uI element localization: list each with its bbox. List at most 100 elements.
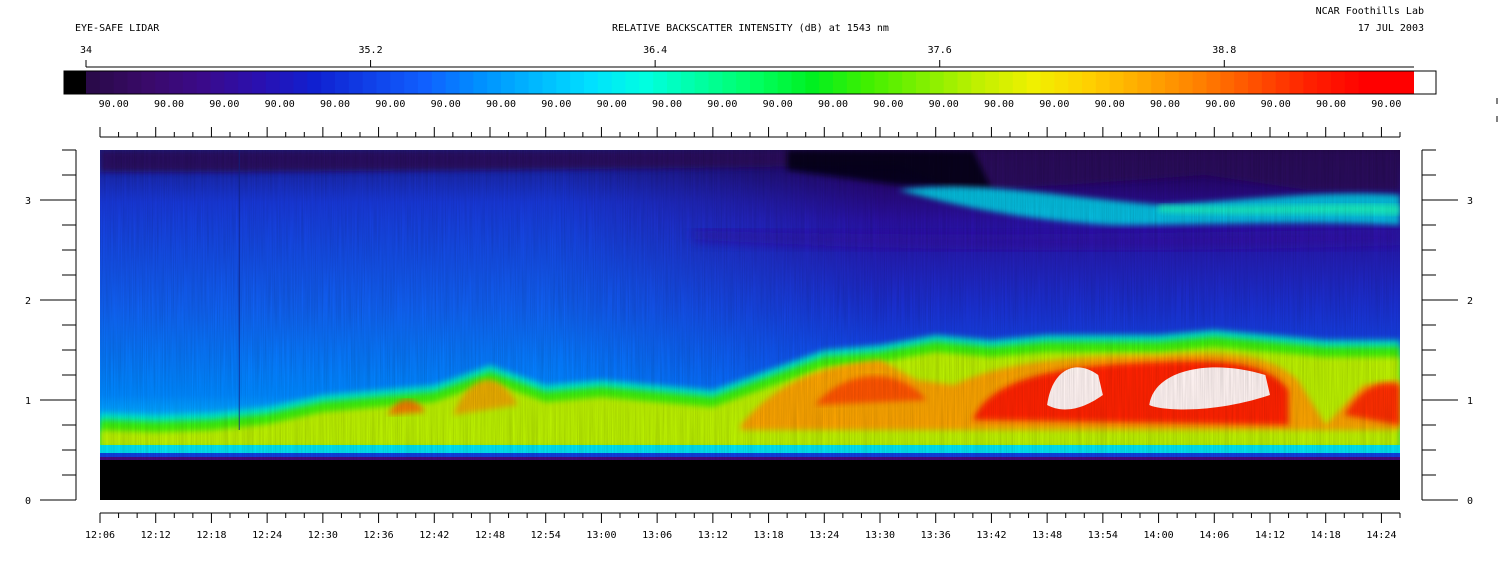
colorbar-sublabel: 90.00 bbox=[154, 99, 184, 110]
backscatter-field bbox=[100, 150, 1400, 500]
colorbar-cell bbox=[64, 71, 86, 94]
colorbar-sublabel: 90.00 bbox=[1039, 99, 1069, 110]
colorbar bbox=[63, 70, 1437, 95]
colorbar-cell bbox=[182, 71, 198, 94]
x-tick-label: 12:12 bbox=[141, 530, 171, 541]
x-tick-label: 14:06 bbox=[1199, 530, 1229, 541]
y-tick-label-left: 2 bbox=[25, 296, 31, 307]
colorbar-cell bbox=[1206, 71, 1221, 94]
colorbar-cell bbox=[625, 71, 640, 94]
colorbar-cell bbox=[1054, 71, 1069, 94]
colorbar-cell bbox=[763, 71, 779, 94]
colorbar-cell bbox=[141, 71, 156, 94]
x-tick-label: 13:54 bbox=[1088, 530, 1118, 541]
colorbar-sublabel: 90.00 bbox=[265, 99, 295, 110]
date-label: 17 JUL 2003 bbox=[1357, 23, 1424, 34]
colorbar-tick-label: 38.8 bbox=[1212, 45, 1236, 56]
x-tick-label: 13:06 bbox=[642, 530, 672, 541]
colorbar-sublabel: 90.00 bbox=[1316, 99, 1346, 110]
colorbar-cell bbox=[667, 71, 682, 94]
colorbar-cell bbox=[418, 71, 433, 94]
colorbar-sublabel: 90.00 bbox=[1150, 99, 1180, 110]
colorbar-sublabel: 90.00 bbox=[763, 99, 793, 110]
colorbar-cell bbox=[252, 71, 267, 94]
colorbar-cell bbox=[1095, 71, 1111, 94]
colorbar-cell bbox=[514, 71, 530, 94]
colorbar-cell bbox=[99, 71, 115, 94]
colorbar-cell bbox=[570, 71, 585, 94]
colorbar-cell bbox=[127, 71, 142, 94]
colorbar-cell bbox=[1220, 71, 1235, 94]
colorbar-cell bbox=[1068, 71, 1083, 94]
colorbar-cell bbox=[957, 71, 972, 94]
colorbar-cell bbox=[597, 71, 613, 94]
colorbar-sublabel: 90.00 bbox=[1095, 99, 1125, 110]
colorbar-cell bbox=[459, 71, 474, 94]
colorbar-cell bbox=[860, 71, 876, 94]
colorbar-cell bbox=[1344, 71, 1360, 94]
colorbar-cell bbox=[348, 71, 364, 94]
colorbar-cell bbox=[750, 71, 765, 94]
colorbar-cell bbox=[999, 71, 1014, 94]
colorbar-cell bbox=[1165, 71, 1180, 94]
colorbar-cell bbox=[1414, 71, 1436, 94]
colorbar-cell bbox=[929, 71, 945, 94]
x-tick-label: 12:42 bbox=[419, 530, 449, 541]
colorbar-cell bbox=[1082, 71, 1097, 94]
colorbar-cell bbox=[1372, 71, 1387, 94]
colorbar-cell bbox=[404, 71, 419, 94]
colorbar-cell bbox=[1275, 71, 1291, 94]
colorbar-cell bbox=[805, 71, 820, 94]
colorbar-tick-label: 36.4 bbox=[643, 45, 667, 56]
colorbar-cell bbox=[265, 71, 281, 94]
y-tick-label-left: 3 bbox=[25, 196, 31, 207]
x-tick-label: 13:42 bbox=[976, 530, 1006, 541]
colorbar-cell bbox=[833, 71, 848, 94]
colorbar-cell bbox=[155, 71, 170, 94]
colorbar-sublabel: 90.00 bbox=[1261, 99, 1291, 110]
colorbar-cell bbox=[376, 71, 391, 94]
colorbar-cell bbox=[473, 71, 488, 94]
colorbar-cell bbox=[86, 71, 101, 94]
colorbar-cell bbox=[169, 71, 184, 94]
colorbar-tick-label: 35.2 bbox=[359, 45, 383, 56]
colorbar-cell bbox=[307, 71, 322, 94]
chart-title: RELATIVE BACKSCATTER INTENSITY (dB) at 1… bbox=[612, 23, 889, 34]
y-tick-label-right: 1 bbox=[1467, 396, 1473, 407]
colorbar-cell bbox=[611, 71, 627, 94]
colorbar-cell bbox=[196, 71, 212, 94]
colorbar-sublabel: 90.00 bbox=[873, 99, 903, 110]
colorbar-cell bbox=[736, 71, 751, 94]
x-tick-label: 14:18 bbox=[1311, 530, 1341, 541]
colorbar-cell bbox=[487, 71, 502, 94]
y-tick-label-right: 0 bbox=[1467, 496, 1473, 507]
colorbar-cell bbox=[1109, 71, 1125, 94]
axes: 12:06 12:12 12:18 12:24 12:30 12:36 12:42 12:48… bbox=[25, 127, 1473, 541]
colorbar-cell bbox=[556, 71, 571, 94]
colorbar-cell bbox=[238, 71, 253, 94]
colorbar-cell bbox=[653, 71, 668, 94]
colorbar-cell bbox=[1248, 71, 1263, 94]
colorbar-cell bbox=[777, 71, 793, 94]
instrument-label: EYE-SAFE LIDAR bbox=[75, 23, 160, 34]
colorbar-cell bbox=[1400, 71, 1415, 94]
x-tick-label: 13:30 bbox=[865, 530, 895, 541]
colorbar-cell bbox=[943, 71, 959, 94]
colorbar-sublabel: 90.00 bbox=[99, 99, 129, 110]
colorbar-cell bbox=[321, 71, 336, 94]
colorbar-cell bbox=[362, 71, 378, 94]
x-tick-label: 13:18 bbox=[754, 530, 784, 541]
colorbar-sublabel: 90.00 bbox=[486, 99, 516, 110]
colorbar-cell bbox=[1317, 71, 1332, 94]
y-tick-label-left: 1 bbox=[25, 396, 31, 407]
x-tick-label: 12:18 bbox=[196, 530, 226, 541]
x-tick-label: 12:30 bbox=[308, 530, 338, 541]
colorbar-cell bbox=[708, 71, 723, 94]
colorbar-sublabel: 90.00 bbox=[818, 99, 848, 110]
y-tick-label-left: 0 bbox=[25, 496, 31, 507]
colorbar-cell bbox=[1358, 71, 1374, 94]
colorbar-cell bbox=[985, 71, 1000, 94]
colorbar-cell bbox=[791, 71, 806, 94]
colorbar-cell bbox=[224, 71, 239, 94]
